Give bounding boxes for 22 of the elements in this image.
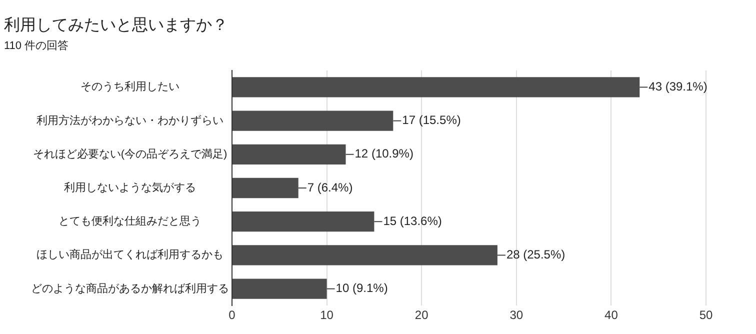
x-tick-label: 40 bbox=[604, 308, 618, 322]
y-tick-label: 利用方法がわからない・わかりずらい bbox=[36, 114, 224, 127]
x-tick-label: 30 bbox=[510, 308, 524, 322]
y-tick-label: そのうち利用したい bbox=[80, 80, 180, 94]
data-label: 10 (9.1%) bbox=[336, 281, 388, 296]
data-label: 43 (39.1%) bbox=[648, 80, 708, 94]
y-tick-label: それほど必要ない(今の品ぞろえで満足) bbox=[32, 147, 228, 160]
data-label: 28 (25.5%) bbox=[506, 248, 566, 262]
y-tick-label: 利用しないような気がする bbox=[64, 181, 196, 194]
chart-title: 利用してみたいと思いますか？ bbox=[4, 16, 228, 34]
y-tick-label: どのような商品があるか解れば利用する bbox=[31, 282, 229, 295]
x-tick-label: 0 bbox=[228, 308, 236, 322]
x-tick-label: 10 bbox=[320, 308, 334, 322]
data-label: 7 (6.4%) bbox=[307, 180, 353, 194]
x-tick-label: 50 bbox=[699, 308, 713, 322]
y-tick-label: とても便利な仕組みだと思う bbox=[58, 214, 202, 228]
data-label: 15 (13.6%) bbox=[383, 214, 442, 228]
data-label: 12 (10.9%) bbox=[354, 146, 414, 161]
x-tick-label: 20 bbox=[414, 308, 429, 322]
data-label: 17 (15.5%) bbox=[402, 113, 461, 128]
y-tick-label: ほしい商品が出てくれば利用するかも bbox=[36, 248, 224, 262]
text: 110 件の回答 bbox=[4, 40, 69, 52]
